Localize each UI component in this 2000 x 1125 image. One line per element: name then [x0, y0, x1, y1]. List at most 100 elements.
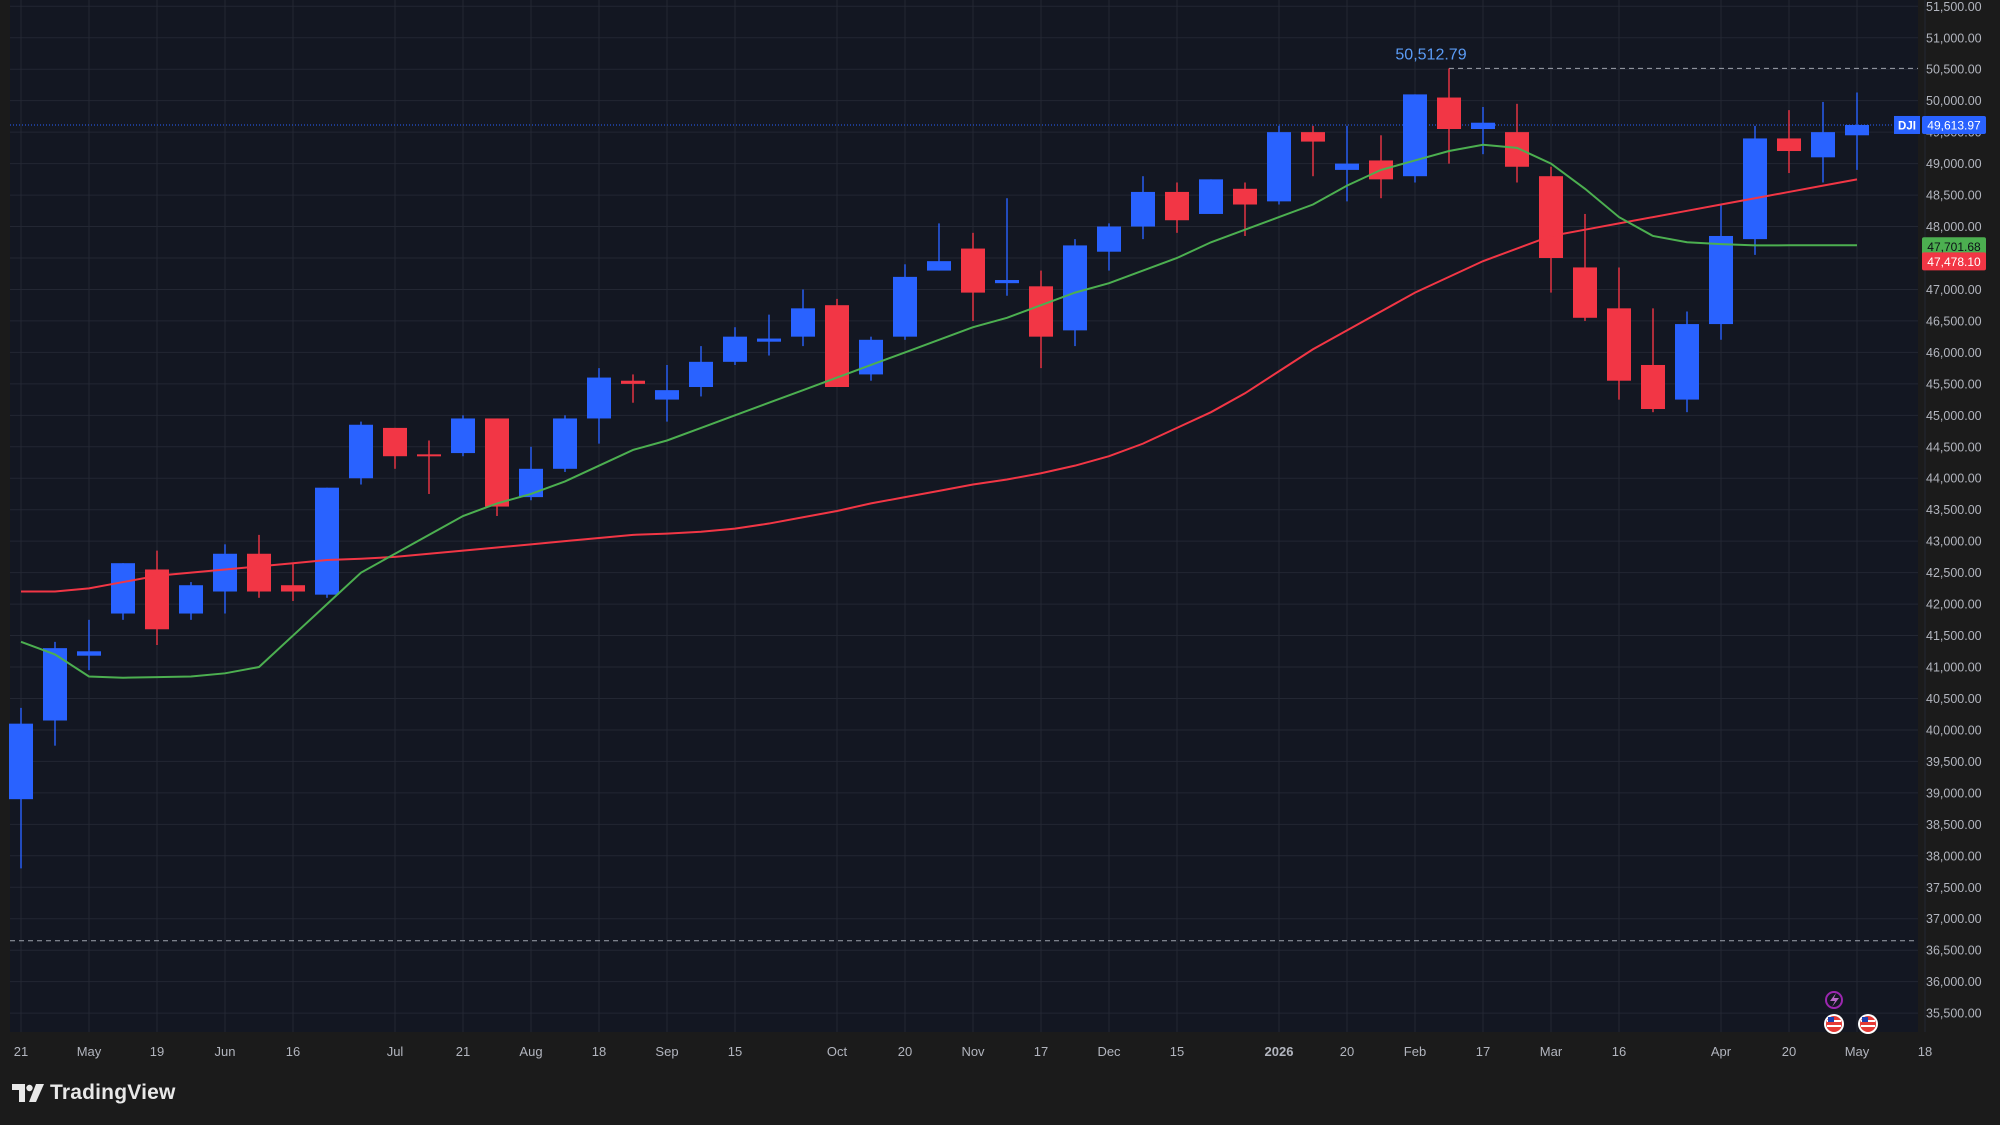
candle: [859, 336, 883, 381]
candle: [349, 421, 373, 485]
price-tag-text: 47,478.10: [1927, 255, 1981, 269]
x-tick-label: Oct: [827, 1044, 848, 1059]
candle-body: [417, 454, 441, 457]
price-tag-bg: [1922, 252, 1986, 271]
candle-body: [757, 338, 781, 342]
candle-body: [1437, 97, 1461, 129]
x-tick-label: 15: [1170, 1044, 1184, 1059]
y-tick-label: 50,500.00: [1926, 63, 1982, 77]
x-tick-label: 16: [1612, 1044, 1626, 1059]
candle: [1607, 267, 1631, 400]
candle-body: [859, 339, 883, 375]
x-tick-label: Nov: [961, 1044, 985, 1059]
y-tick-label: 43,500.00: [1926, 503, 1982, 517]
x-tick-label: 20: [1782, 1044, 1796, 1059]
price-axis[interactable]: 35,500.00 36,000.00 36,500.00 37,000.00 37,5…: [1926, 0, 1982, 1021]
candle: [179, 582, 203, 620]
candle: [1131, 176, 1155, 240]
y-tick-label: 36,000.00: [1926, 975, 1982, 989]
candle-body: [485, 418, 509, 507]
candle-body: [1811, 132, 1835, 158]
x-tick-label: 2026: [1265, 1044, 1294, 1059]
candle-body: [893, 276, 917, 337]
candle-body: [1539, 176, 1563, 258]
x-tick-label: 19: [150, 1044, 164, 1059]
us-flag-icon[interactable]: [1858, 1014, 1878, 1034]
candle: [519, 446, 543, 501]
candle-body: [1573, 267, 1597, 318]
candle: [1641, 308, 1665, 413]
x-tick-label: 17: [1476, 1044, 1490, 1059]
candle: [1709, 204, 1733, 340]
candle: [757, 314, 781, 356]
candle: [1539, 166, 1563, 293]
ma-fast-tag: 47,701.68: [1922, 237, 1986, 256]
tradingview-logo-icon: [12, 1084, 44, 1102]
y-tick-label: 42,000.00: [1926, 598, 1982, 612]
y-tick-label: 38,500.00: [1926, 818, 1982, 832]
candle-body: [1267, 132, 1291, 202]
tradingview-logo[interactable]: TradingView: [12, 1081, 176, 1105]
moving-averages: [20, 143, 1858, 679]
price-chart[interactable]: 35,500.00 36,000.00 36,500.00 37,000.00 37,5…: [0, 0, 2000, 1067]
symbol-badge: [1894, 115, 1920, 134]
candle: [961, 232, 985, 321]
y-tick-label: 40,000.00: [1926, 723, 1982, 737]
candle: [77, 619, 101, 671]
candle-body: [655, 390, 679, 400]
x-tick-label: 15: [728, 1044, 742, 1059]
us-flag-icon[interactable]: [1824, 1014, 1844, 1034]
candle: [1165, 182, 1189, 233]
dividend-icon[interactable]: [1825, 991, 1843, 1009]
candle-body: [1233, 188, 1257, 205]
candle: [1777, 110, 1801, 174]
candle-body: [247, 553, 271, 592]
x-tick-label: 21: [456, 1044, 470, 1059]
y-tick-label: 35,500.00: [1926, 1007, 1982, 1021]
candle: [1437, 68, 1461, 164]
candle: [587, 368, 611, 444]
candles: [9, 68, 1869, 869]
candle: [111, 563, 135, 620]
x-tick-label: Dec: [1097, 1044, 1121, 1059]
candle: [1811, 101, 1835, 183]
candle-body: [1743, 138, 1767, 240]
y-tick-label: 44,000.00: [1926, 472, 1982, 486]
plot-area[interactable]: [10, 0, 1918, 1032]
x-tick-label: Jul: [387, 1044, 404, 1059]
time-axis[interactable]: 21 May 19 Jun 16 Jul 21 Aug 18 Sep 15 Oct 20 Nov 17 Dec…: [14, 1044, 1932, 1059]
candle-body: [1709, 235, 1733, 325]
symbol-label: DJI: [1898, 120, 1916, 132]
candle-body: [1335, 163, 1359, 170]
y-tick-label: 49,000.00: [1926, 157, 1982, 171]
price-tag-bg: [1922, 237, 1986, 256]
candle: [417, 440, 441, 494]
candle: [1505, 103, 1529, 183]
event-markers[interactable]: [1824, 991, 1878, 1034]
x-tick-label: Aug: [519, 1044, 542, 1059]
x-tick-label: 18: [592, 1044, 606, 1059]
candle-body: [1641, 364, 1665, 410]
ma-slow-line: [21, 178, 1858, 593]
ma-slow-tag: 47,478.10: [1922, 252, 1986, 271]
candle: [1403, 94, 1427, 183]
candle: [1097, 223, 1121, 271]
y-tick-label: 51,500.00: [1926, 0, 1982, 14]
candle-body: [1199, 179, 1223, 214]
candle: [281, 563, 305, 601]
candle-body: [995, 280, 1019, 284]
candle-body: [961, 248, 985, 293]
x-tick-label: 21: [14, 1044, 28, 1059]
price-tag-text: 49,613.97: [1927, 118, 1981, 132]
y-tick-label: 48,000.00: [1926, 220, 1982, 234]
candle: [689, 346, 713, 397]
candle: [383, 427, 407, 469]
candle: [1471, 106, 1495, 155]
x-tick-label: Sep: [655, 1044, 678, 1059]
candle: [621, 374, 645, 403]
candle: [1845, 92, 1869, 170]
candle: [1233, 182, 1257, 236]
x-tick-label: 17: [1034, 1044, 1048, 1059]
candle: [1675, 311, 1699, 413]
